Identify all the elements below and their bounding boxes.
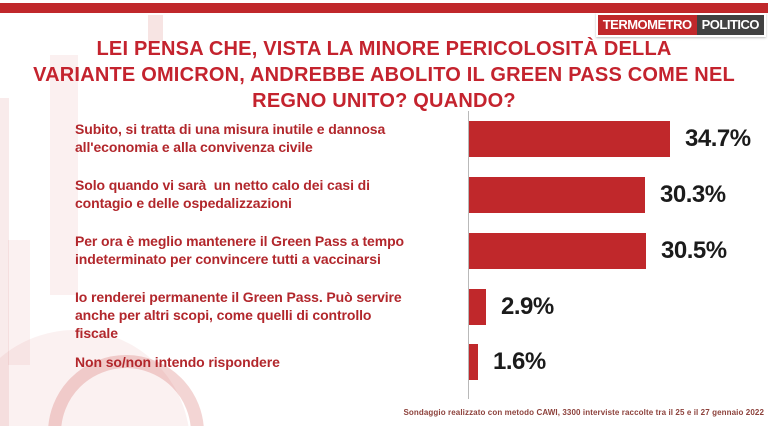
bar [469,289,486,325]
value-label: 2.9% [501,293,554,320]
bar-group: 30.3% [469,177,726,213]
axis-line [468,111,469,399]
logo-politico: POLITICO [696,15,764,35]
bar [469,177,645,213]
chart-row: Io renderei permanente il Green Pass. Pu… [0,289,768,341]
category-label: Subito, si tratta di una misura inutile … [75,121,386,155]
bar-group: 1.6% [469,344,546,380]
value-label: 34.7% [685,125,751,152]
category-label: Per ora è meglio mantenere il Green Pass… [75,233,404,267]
chart-row: Solo quando vi sarà un netto calo dei ca… [0,177,768,213]
category-label: Non so/non intendo rispondere [75,354,280,370]
termometro-politico-logo: TERMOMETRO POLITICO [595,13,766,37]
value-label: 1.6% [493,348,546,375]
category-label: Io renderei permanente il Green Pass. Pu… [75,289,402,341]
methodology-note: Sondaggio realizzato con metodo CAWI, 33… [403,408,764,417]
bar [469,233,646,269]
bar [469,121,670,157]
top-red-bar [0,3,768,13]
category-label: Solo quando vi sarà un netto calo dei ca… [75,177,370,211]
logo-termometro: TERMOMETRO [597,15,697,35]
bar [469,344,478,380]
value-label: 30.5% [661,237,727,264]
bar-group: 30.5% [469,233,727,269]
bar-group: 34.7% [469,121,751,157]
chart-row: Non so/non intendo rispondere 1.6% [0,344,768,380]
chart-row: Per ora è meglio mantenere il Green Pass… [0,233,768,269]
chart-row: Subito, si tratta di una misura inutile … [0,121,768,157]
bar-group: 2.9% [469,289,554,325]
value-label: 30.3% [660,181,726,208]
question-title: LEI PENSA CHE, VISTA LA MINORE PERICOLOS… [33,38,735,112]
